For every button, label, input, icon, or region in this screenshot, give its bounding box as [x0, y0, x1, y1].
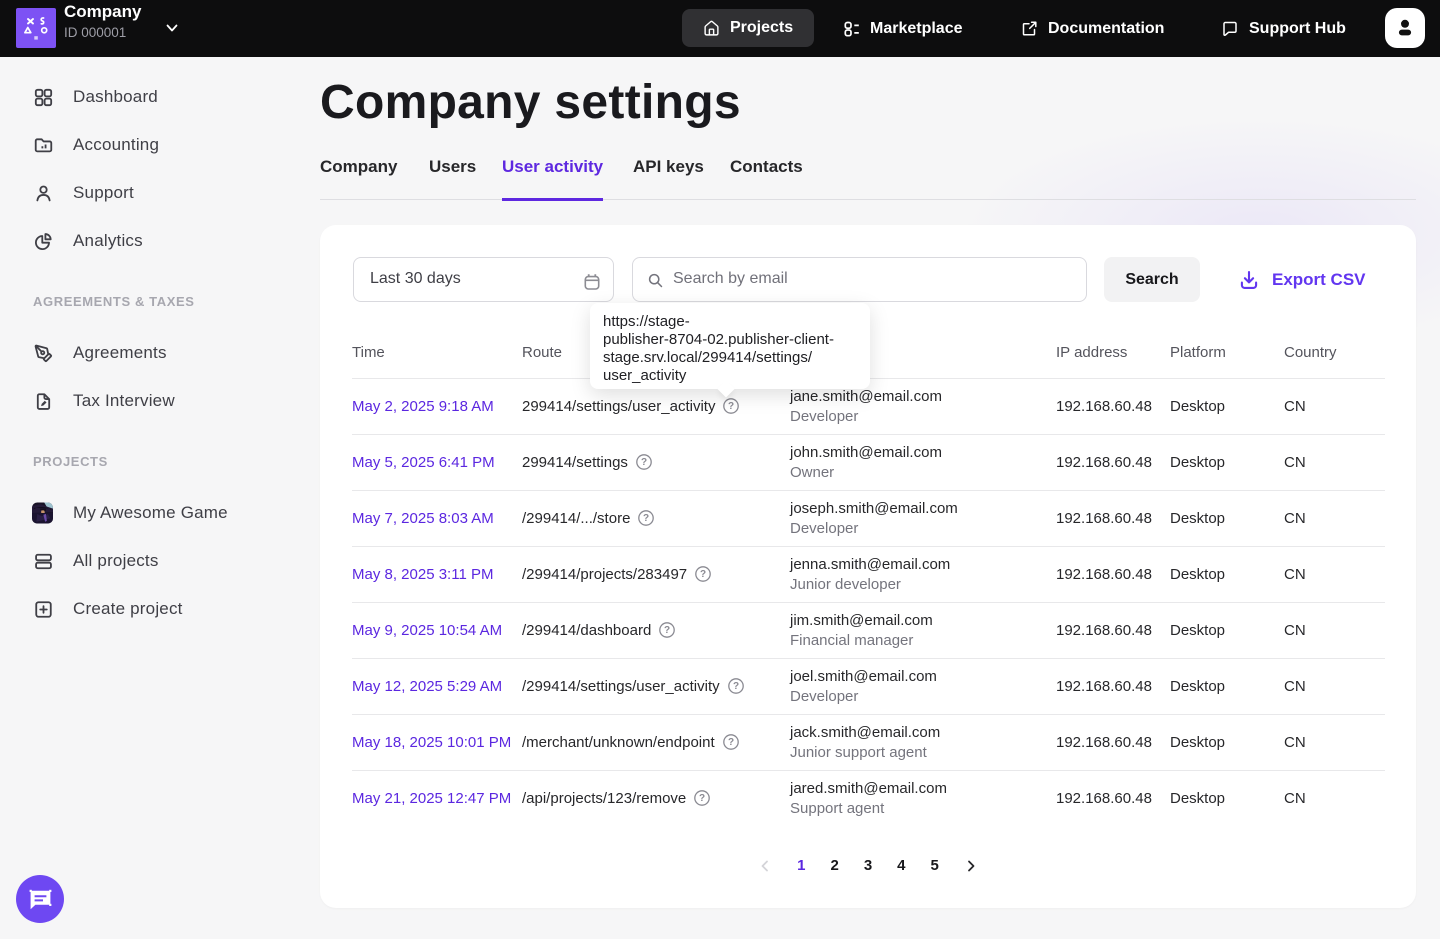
svg-text:?: ? — [643, 513, 649, 524]
svg-text:?: ? — [664, 625, 670, 636]
svg-text:?: ? — [700, 569, 706, 580]
svg-text:?: ? — [699, 793, 705, 804]
svg-text:?: ? — [728, 401, 734, 412]
svg-text:?: ? — [641, 457, 647, 468]
svg-text:?: ? — [728, 737, 734, 748]
svg-text:?: ? — [733, 681, 739, 692]
